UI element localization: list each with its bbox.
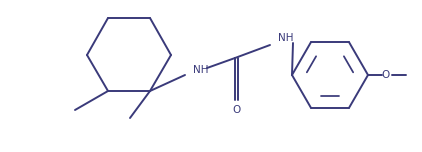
Text: NH: NH [193, 65, 208, 75]
Text: O: O [233, 105, 241, 115]
Text: O: O [382, 70, 390, 80]
Text: NH: NH [278, 33, 293, 43]
